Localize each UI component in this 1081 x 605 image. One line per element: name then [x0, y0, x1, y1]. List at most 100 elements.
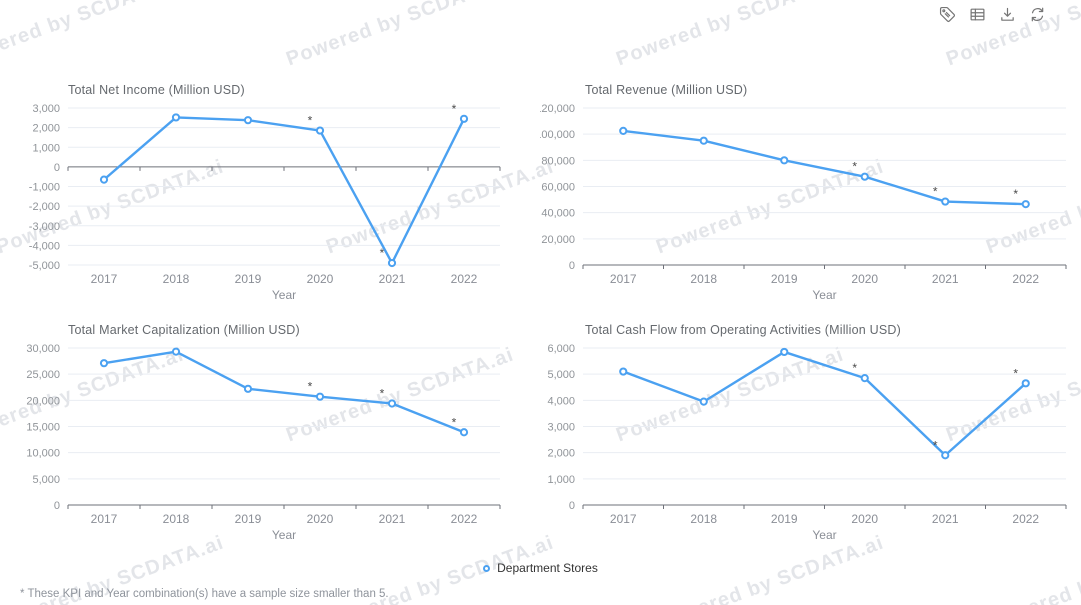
x-axis-tick-label: 2019 [235, 512, 262, 526]
y-axis-tick-label: 0 [54, 500, 60, 512]
toolbar [937, 5, 1047, 25]
series-line [102, 350, 466, 434]
data-point[interactable] [459, 114, 469, 123]
chart-title: Total Cash Flow from Operating Activitie… [585, 323, 901, 337]
small-sample-asterisk: * [308, 380, 313, 394]
y-axis-tick-label: -1,000 [29, 182, 60, 194]
x-axis-tick-label: 2017 [610, 512, 637, 526]
x-axis-tick-label: 2018 [690, 272, 717, 286]
small-sample-asterisk: * [380, 246, 385, 260]
x-axis-tick-label: 2021 [379, 512, 406, 526]
x-axis-tick-label: 2022 [451, 272, 478, 286]
y-axis-tick-label: 1,000 [547, 474, 575, 486]
y-axis-tick-label: 2,000 [32, 123, 60, 135]
y-axis-tick-label: 6,000 [547, 343, 575, 355]
data-point[interactable] [1021, 379, 1030, 388]
y-axis-tick-label: 20,000 [26, 395, 60, 407]
x-axis-tick-label: 2018 [690, 512, 717, 526]
download-icon[interactable] [997, 5, 1017, 25]
watermark-text: Powered by SCDATA.ai [0, 0, 187, 71]
x-axis-tick-label: 2019 [771, 512, 798, 526]
x-axis-title: Year [812, 288, 836, 302]
small-sample-asterisk: * [452, 415, 457, 429]
chart-total-cash-flow: Total Cash Flow from Operating Activitie… [540, 323, 1081, 558]
series-line [622, 129, 1027, 206]
y-axis-tick-label: 2,000 [547, 448, 575, 460]
y-axis-tick-label: -4,000 [29, 240, 60, 252]
x-axis-tick-label: 2018 [163, 512, 190, 526]
y-axis-tick-label: 10,000 [26, 448, 60, 460]
y-axis-tick-label: 80,000 [541, 155, 575, 167]
watermark-text: Powered by SCDATA.ai [283, 0, 517, 71]
chart-plot: -5,000 -4,000 -3,000 -2,000 -1,000 0 1,000 2,00… [29, 102, 501, 302]
data-point[interactable] [780, 347, 789, 357]
y-axis-tick-label: 100,000 [540, 129, 575, 141]
y-axis-tick-label: 40,000 [541, 208, 575, 220]
data-point[interactable] [243, 384, 253, 393]
sample-size-footnote: * These KPI and Year combination(s) have… [20, 588, 389, 600]
data-point[interactable] [860, 373, 869, 383]
data-point[interactable] [1021, 200, 1030, 209]
data-point[interactable] [387, 258, 397, 268]
small-sample-asterisk: * [308, 114, 313, 128]
x-axis-tick-label: 2019 [771, 272, 798, 286]
legend-item-department-stores[interactable]: Department Stores [0, 561, 1081, 575]
x-axis-tick-label: 2020 [307, 272, 334, 286]
data-point[interactable] [941, 451, 950, 460]
y-axis-tick-label: 3,000 [547, 422, 575, 434]
chart-plot: 0 5,000 10,000 15,000 20,000 25,000 30,000 2017… [26, 343, 501, 542]
data-point[interactable] [619, 367, 628, 376]
data-point[interactable] [171, 347, 181, 356]
x-axis-tick-label: 2018 [163, 272, 190, 286]
x-axis-tick-label: 2019 [235, 272, 262, 286]
data-point[interactable] [699, 397, 708, 406]
y-axis-tick-label: 3,000 [32, 103, 60, 115]
y-axis-tick-label: -3,000 [29, 221, 60, 233]
small-sample-asterisk: * [452, 102, 457, 116]
data-point[interactable] [699, 136, 708, 145]
data-point[interactable] [99, 175, 109, 184]
data-point[interactable] [315, 126, 325, 135]
y-axis-tick-label: 5,000 [547, 369, 575, 381]
y-axis-tick-label: 0 [569, 260, 575, 272]
x-axis-tick-label: 2020 [851, 272, 878, 286]
x-axis-tick-label: 2020 [851, 512, 878, 526]
data-table-icon[interactable] [967, 5, 987, 25]
data-point[interactable] [243, 116, 253, 125]
data-point[interactable] [315, 392, 325, 401]
x-axis-title: Year [272, 288, 296, 302]
x-axis-tick-label: 2021 [932, 512, 959, 526]
series-line [622, 350, 1027, 457]
data-point[interactable] [387, 399, 397, 408]
data-point[interactable] [99, 359, 109, 368]
y-axis-tick-label: -5,000 [29, 260, 60, 272]
watermark-text: Powered by SCDATA.ai [613, 0, 847, 71]
data-point[interactable] [171, 113, 181, 122]
x-axis-tick-label: 2021 [379, 272, 406, 286]
y-axis-tick-label: 60,000 [541, 182, 575, 194]
y-axis-tick-label: 15,000 [26, 422, 60, 434]
small-sample-asterisk: * [852, 361, 857, 375]
small-sample-asterisk: * [933, 185, 938, 199]
y-axis-tick-label: -2,000 [29, 201, 60, 213]
y-axis-tick-label: 0 [54, 162, 60, 174]
series-line [102, 116, 466, 265]
data-point[interactable] [860, 172, 869, 181]
small-sample-asterisk: * [1013, 187, 1018, 201]
data-point[interactable] [780, 156, 789, 165]
tag-icon[interactable] [937, 5, 957, 25]
chart-title: Total Revenue (Million USD) [585, 83, 748, 97]
x-axis-tick-label: 2017 [91, 512, 118, 526]
refresh-icon[interactable] [1027, 5, 1047, 25]
chart-total-revenue: Total Revenue (Million USD) 0 20,000 40,00… [540, 83, 1081, 318]
y-axis-tick-label: 5,000 [32, 474, 60, 486]
small-sample-asterisk: * [852, 160, 857, 174]
small-sample-asterisk: * [1013, 366, 1018, 380]
chart-plot: 0 1,000 2,000 3,000 4,000 5,000 6,000 2017 2018 2… [547, 343, 1067, 542]
data-point[interactable] [619, 126, 628, 135]
legend-label: Department Stores [497, 561, 598, 575]
data-point[interactable] [459, 428, 469, 437]
small-sample-asterisk: * [380, 386, 385, 400]
data-point[interactable] [941, 197, 950, 206]
